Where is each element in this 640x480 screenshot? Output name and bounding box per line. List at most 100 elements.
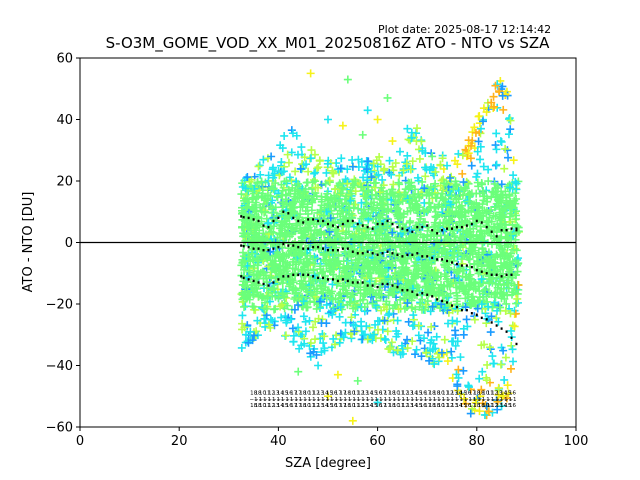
- scatter-point: [513, 294, 522, 303]
- scatter-point: [249, 302, 258, 311]
- scatter-point: [271, 304, 280, 313]
- stat-marker: [376, 285, 379, 289]
- stat-marker: [292, 244, 295, 247]
- scatter-point: [399, 166, 408, 175]
- scatter-point: [262, 304, 271, 313]
- scatter-point: [509, 357, 518, 366]
- scatter-point: [378, 175, 387, 184]
- scatter-point: [238, 311, 247, 320]
- stat-marker: [441, 299, 444, 303]
- scatter-point: [336, 164, 345, 173]
- scatter-point: [247, 175, 256, 184]
- stat-marker: [396, 253, 399, 256]
- scatter-point: [397, 341, 406, 350]
- scatter-point: [413, 173, 422, 182]
- scatter-point: [345, 298, 354, 307]
- y-tick-label: −60: [46, 421, 73, 436]
- stat-marker: [371, 227, 374, 230]
- scatter-point: [259, 155, 268, 164]
- scatter-point: [293, 150, 302, 159]
- x-axis-label: SZA [degree]: [285, 456, 371, 471]
- stat-marker: [446, 227, 449, 230]
- outlier-point: [294, 367, 303, 376]
- scatter-point: [337, 154, 346, 163]
- scatter-point: [299, 297, 308, 306]
- stat-marker: [460, 264, 463, 267]
- stat-marker: [505, 229, 508, 232]
- stat-marker: [292, 273, 295, 276]
- scatter-point: [328, 310, 337, 319]
- stat-marker: [292, 216, 295, 220]
- scatter-point: [385, 345, 394, 354]
- scatter-point: [266, 323, 275, 332]
- stat-marker: [272, 219, 275, 223]
- scatter-point: [492, 396, 501, 405]
- outlier-point: [403, 124, 412, 133]
- scatter-point: [454, 365, 463, 374]
- scatter-point: [388, 228, 397, 237]
- scatter-point: [504, 130, 513, 139]
- scatter-point: [396, 295, 405, 304]
- scatter-point: [498, 82, 507, 91]
- scatter-point: [321, 179, 330, 188]
- scatter-point: [266, 247, 275, 256]
- stat-marker: [312, 218, 315, 221]
- scatter-point: [266, 315, 275, 324]
- scatter-point: [294, 323, 303, 332]
- scatter-point: [363, 335, 372, 344]
- stat-marker: [485, 225, 488, 229]
- scatter-point: [382, 265, 391, 274]
- scatter-point: [343, 179, 352, 188]
- scatter-point: [371, 218, 380, 227]
- scatter-point: [312, 350, 321, 359]
- scatter-point: [512, 299, 521, 308]
- scatter-point: [416, 299, 425, 308]
- scatter-point: [484, 302, 493, 311]
- stat-marker: [267, 284, 270, 287]
- scatter-point: [479, 162, 488, 171]
- scatter-point: [439, 175, 448, 184]
- scatter-point: [492, 160, 501, 169]
- scatter-point: [467, 161, 476, 170]
- scatter-point: [499, 105, 508, 114]
- scatter-point: [411, 350, 420, 359]
- scatter-point: [393, 345, 402, 354]
- scatter-point: [368, 205, 377, 214]
- outlier-point: [306, 69, 315, 78]
- stat-marker: [346, 279, 349, 283]
- scatter-point: [472, 396, 481, 405]
- scatter-point: [379, 166, 388, 175]
- scatter-point: [447, 172, 456, 181]
- scatter-point: [476, 142, 485, 151]
- scatter-point: [391, 159, 400, 168]
- scatter-point: [477, 275, 486, 284]
- scatter-point: [414, 145, 423, 154]
- stat-marker: [451, 304, 453, 307]
- scatter-point: [312, 275, 321, 284]
- stat-marker: [421, 255, 424, 258]
- y-tick-label: −40: [46, 359, 73, 374]
- scatter-point: [287, 148, 296, 157]
- x-tick-label: 80: [469, 434, 486, 449]
- stat-marker: [262, 282, 265, 286]
- stat-marker: [282, 275, 285, 278]
- scatter-point: [471, 128, 480, 137]
- scatter-point: [426, 307, 435, 316]
- scatter-point: [466, 141, 475, 150]
- scatter-point: [319, 230, 328, 239]
- stat-marker: [396, 225, 399, 229]
- stat-marker: [356, 281, 359, 284]
- stat-marker: [470, 265, 473, 269]
- scatter-point: [407, 133, 416, 142]
- stat-marker: [267, 248, 270, 252]
- scatter-point: [421, 300, 430, 309]
- scatter-point: [423, 297, 432, 306]
- stat-marker: [277, 216, 280, 220]
- scatter-point: [264, 218, 273, 227]
- scatter-point: [330, 340, 339, 349]
- stat-marker: [366, 225, 369, 229]
- stat-marker: [495, 324, 498, 327]
- scatter-point: [277, 300, 286, 309]
- stat-marker: [297, 219, 300, 223]
- scatter-point: [402, 281, 411, 290]
